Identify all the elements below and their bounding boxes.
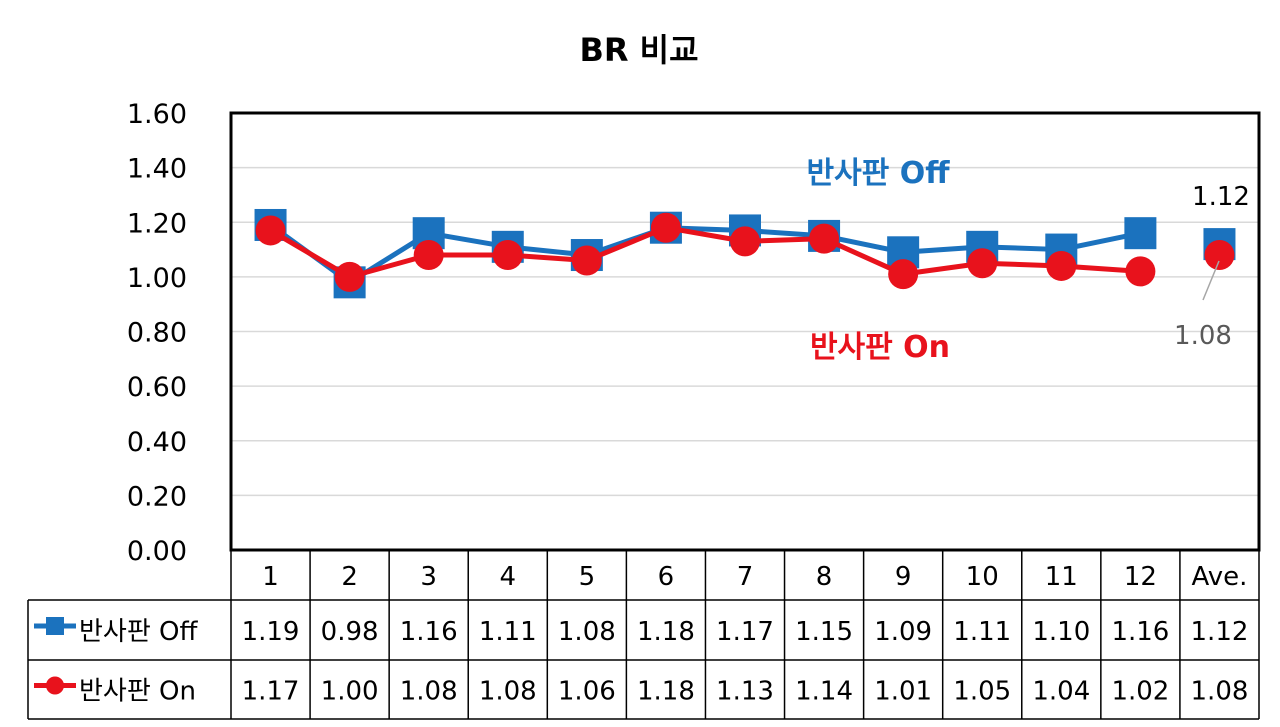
- category-label: 10: [966, 562, 999, 592]
- table-cell: 1.12: [1191, 617, 1249, 647]
- category-label: 8: [816, 562, 833, 592]
- y-tick-label: 0.40: [127, 427, 187, 458]
- table-cell: 1.11: [953, 617, 1011, 647]
- y-tick-label: 0.20: [127, 481, 187, 512]
- legend-label: 반사판 On: [79, 677, 196, 707]
- table-cell: 1.01: [874, 677, 932, 707]
- y-axis-tick-labels: 0.00 0.20 0.40 0.60 0.80 1.00 1.20 1.40 1.60: [127, 99, 187, 567]
- y-tick-label: 0.80: [127, 318, 187, 349]
- legend-key-marker: [46, 617, 64, 635]
- data-point: [809, 223, 840, 254]
- table-cell: 1.04: [1032, 677, 1090, 707]
- category-label: 4: [499, 562, 516, 592]
- y-tick-label: 1.00: [127, 263, 187, 294]
- data-table: 1 2 3 4 5 6 7 8 9 10 11 12 Ave.반사판 Off 1.19 0.98 1.16 1.…: [27, 549, 1260, 720]
- table-cell: 1.05: [953, 677, 1011, 707]
- y-tick-label: 1.20: [127, 208, 187, 239]
- table-cell: 1.10: [1032, 617, 1090, 647]
- table-cell: 1.17: [716, 617, 774, 647]
- data-point: [967, 248, 998, 279]
- data-point: [730, 226, 760, 257]
- chart-title: BR 비교: [579, 31, 698, 69]
- y-tick-label: 0.00: [127, 536, 187, 567]
- category-label: 9: [895, 562, 912, 592]
- table-cell: 1.08: [558, 617, 616, 647]
- table-cell: 1.14: [795, 677, 853, 707]
- table-cell: 1.13: [716, 677, 774, 707]
- category-label: 1: [262, 562, 279, 592]
- table-cell: 0.98: [321, 617, 379, 647]
- series-annotation-on: 반사판 On: [810, 330, 950, 365]
- legend-label: 반사판 Off: [79, 617, 198, 647]
- table-cell: 1.16: [400, 617, 458, 647]
- data-point: [334, 261, 365, 292]
- y-tick-label: 1.60: [127, 99, 187, 130]
- data-label-average-off: 1.12: [1192, 182, 1250, 212]
- data-label-average-on: 1.08: [1174, 321, 1232, 351]
- table-cell: 1.18: [637, 677, 695, 707]
- data-point: [255, 215, 286, 246]
- y-tick-label: 0.60: [127, 372, 187, 403]
- table-cell: 1.09: [874, 617, 932, 647]
- data-point: [571, 245, 602, 276]
- table-cell: 1.02: [1111, 677, 1169, 707]
- legend-key-marker: [46, 676, 64, 695]
- table-cell: 1.18: [637, 617, 695, 647]
- table-cell: 1.08: [400, 677, 458, 707]
- data-label-leader-line: [1202, 260, 1220, 301]
- category-label: 11: [1045, 562, 1078, 592]
- table-cell: 1.16: [1111, 617, 1169, 647]
- category-label: 5: [579, 562, 596, 592]
- table-cell: 1.11: [479, 617, 537, 647]
- table-cell: 1.08: [1191, 677, 1249, 707]
- data-point: [1125, 256, 1156, 287]
- data-point: [888, 259, 919, 290]
- plot-area-border: [229, 111, 1261, 552]
- table-cell: 1.00: [321, 677, 379, 707]
- series-layer: [254, 208, 1236, 299]
- data-point: [1046, 250, 1077, 281]
- category-label: 3: [420, 562, 437, 592]
- category-label: Ave.: [1192, 562, 1248, 592]
- table-cell: 1.17: [242, 677, 300, 707]
- table-cell: 1.15: [795, 617, 853, 647]
- category-label: 6: [658, 562, 675, 592]
- data-point: [650, 212, 681, 243]
- category-label: 7: [737, 562, 754, 592]
- table-cell: 1.06: [558, 677, 616, 707]
- data-point: [492, 240, 523, 271]
- data-point: [1124, 217, 1157, 250]
- data-point: [1204, 240, 1235, 271]
- category-label: 2: [341, 562, 358, 592]
- category-label: 12: [1124, 562, 1157, 592]
- table-cell: 1.08: [479, 677, 537, 707]
- data-point: [413, 240, 444, 271]
- table-cell: 1.19: [242, 617, 300, 647]
- y-tick-label: 1.40: [127, 154, 187, 185]
- series-annotation-off: 반사판 Off: [806, 156, 950, 191]
